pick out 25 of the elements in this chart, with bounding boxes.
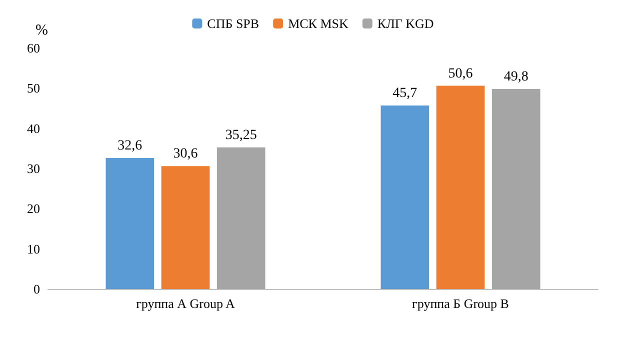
y-tick-label: 30 [27, 161, 40, 176]
legend-label: МСК MSK [288, 16, 350, 31]
bar [436, 86, 485, 289]
y-tick-label: 10 [27, 241, 40, 256]
y-tick-label: 0 [34, 282, 40, 296]
bar [216, 147, 266, 289]
y-tick-label: 50 [27, 80, 40, 96]
y-tick-label: 40 [27, 120, 40, 136]
bar [106, 158, 154, 289]
data-label: 30,6 [173, 146, 198, 162]
data-label: 35,25 [225, 128, 257, 143]
bar [492, 88, 540, 289]
y-tick-label: 20 [27, 201, 40, 216]
data-label: 45,7 [392, 86, 418, 101]
data-label: 50,6 [448, 66, 473, 82]
bar [161, 166, 210, 289]
x-tick-label: группа А Group A [136, 296, 236, 311]
data-label: 32,6 [118, 138, 142, 154]
y-axis-title: % [36, 22, 48, 38]
x-tick-label: группа Б Group B [412, 296, 510, 311]
legend-label: СПБ SPB [207, 16, 260, 31]
y-tick-label: 60 [27, 40, 40, 56]
bar [380, 105, 430, 289]
data-label: 49,8 [504, 69, 528, 84]
legend-label: КЛГ KGD [377, 16, 434, 31]
